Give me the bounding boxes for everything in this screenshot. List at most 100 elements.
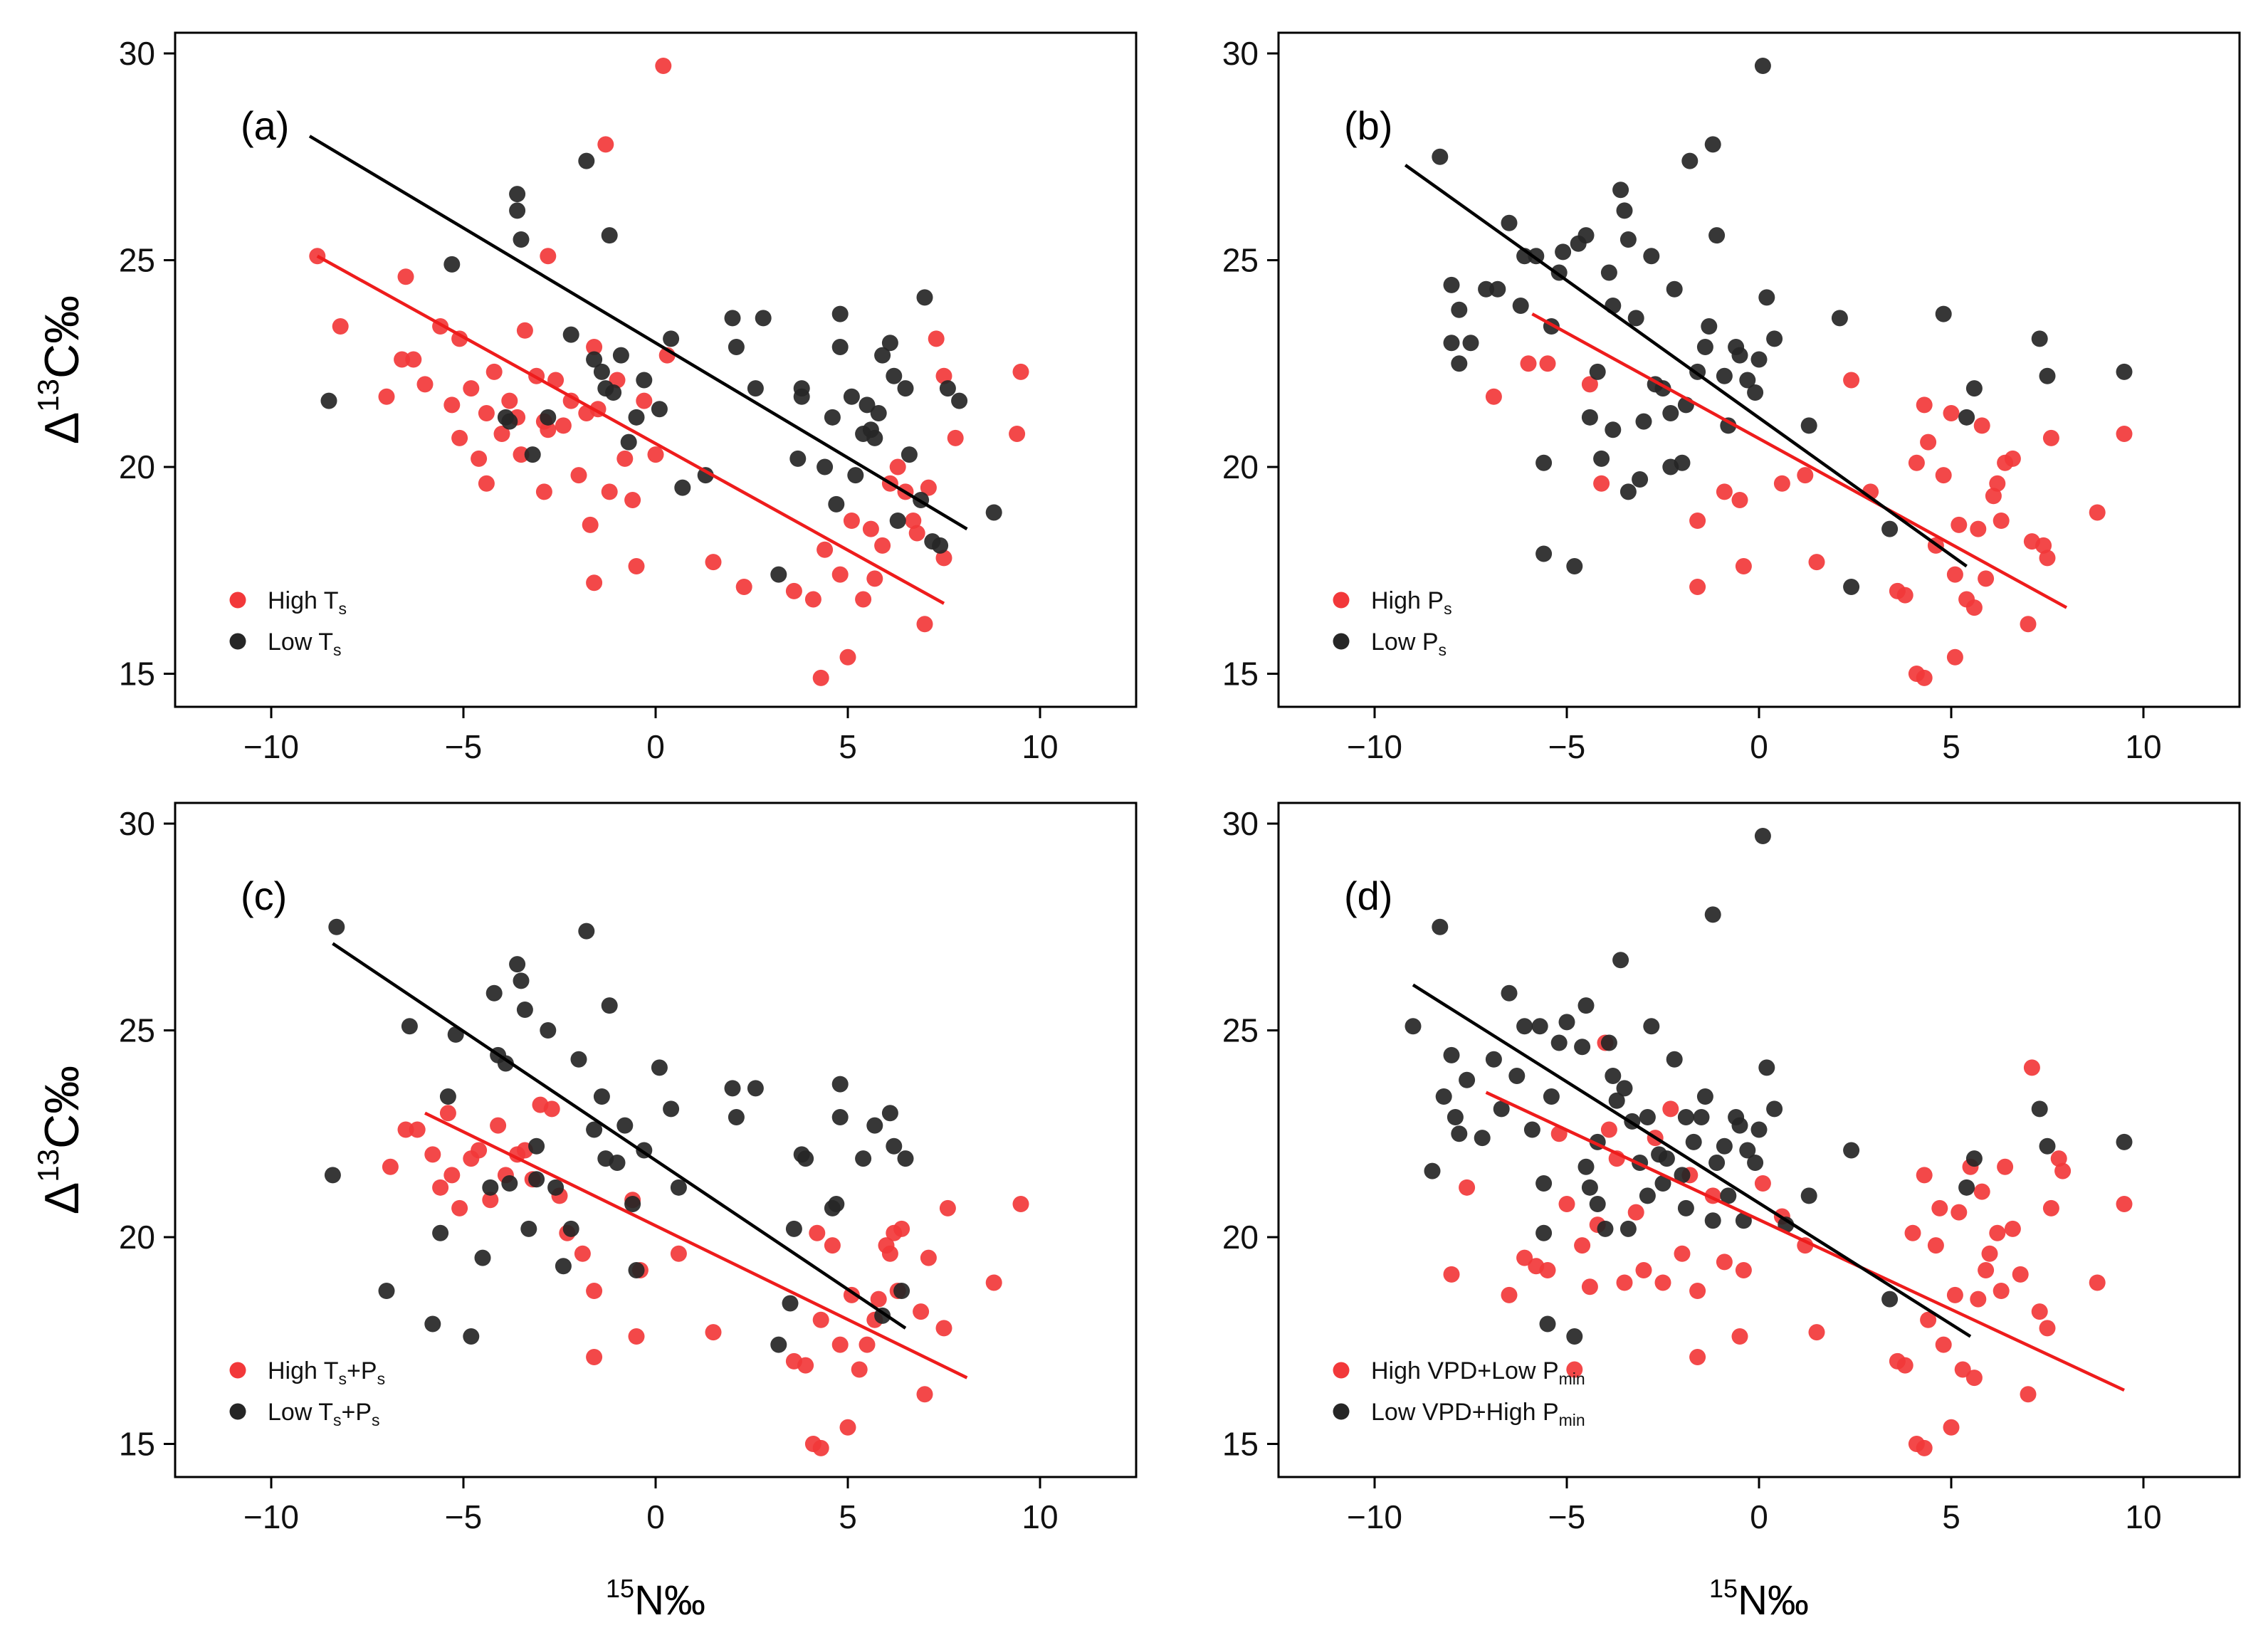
data-point <box>1946 1286 1963 1303</box>
data-point <box>1674 1167 1691 1184</box>
x-axis-label: 15N‰ <box>606 1574 705 1624</box>
data-point <box>812 1439 829 1456</box>
data-point <box>601 997 618 1014</box>
data-point <box>1896 587 1913 604</box>
x-tick-label: 0 <box>646 728 665 765</box>
data-point <box>1750 1121 1768 1138</box>
data-point <box>1989 475 2006 492</box>
panel-label: (c) <box>241 873 287 918</box>
data-point <box>1797 467 1814 484</box>
data-point <box>593 1088 610 1105</box>
y-axis-label: Δ13C‰ <box>31 1066 89 1214</box>
data-point <box>1993 513 2010 530</box>
data-point <box>432 1179 449 1196</box>
data-point <box>747 380 764 397</box>
data-point <box>463 380 480 397</box>
data-point <box>2116 1196 2133 1213</box>
data-point <box>847 467 864 484</box>
data-point <box>1716 1254 1733 1271</box>
data-point <box>1808 1324 1825 1341</box>
data-point <box>797 1357 814 1374</box>
data-point <box>1489 280 1506 298</box>
data-point <box>1577 227 1595 244</box>
data-point <box>424 1146 441 1163</box>
fit-line-red <box>316 254 945 605</box>
data-point <box>1978 1262 1995 1279</box>
data-point <box>1674 1245 1691 1262</box>
data-point <box>828 1196 845 1213</box>
data-point <box>497 1055 514 1072</box>
data-point <box>1012 1196 1029 1213</box>
data-point <box>1735 1262 1752 1279</box>
data-point <box>1589 363 1606 380</box>
data-point <box>1904 1224 1921 1241</box>
data-point <box>1639 1109 1656 1126</box>
data-point <box>509 202 526 219</box>
data-point <box>1750 351 1768 368</box>
data-point <box>785 582 802 599</box>
data-point <box>1566 1328 1583 1345</box>
data-point <box>1662 1100 1679 1118</box>
data-point <box>1654 1175 1671 1192</box>
fit-line-red <box>1485 1090 2125 1392</box>
data-point <box>1720 1187 1737 1204</box>
data-point <box>2031 1100 2048 1118</box>
legend-marker-red <box>1333 1362 1350 1379</box>
data-point <box>1574 1039 1591 1056</box>
data-point <box>1508 1067 1526 1084</box>
data-point <box>809 1224 826 1241</box>
data-point <box>1558 1196 1575 1213</box>
x-tick-label: 10 <box>2125 1498 2161 1535</box>
data-point <box>636 372 653 389</box>
data-point <box>1432 918 1449 935</box>
data-point <box>824 1237 841 1254</box>
y-axis-label: Δ13C‰ <box>31 295 89 444</box>
data-point <box>2039 550 2056 567</box>
data-point <box>540 409 557 426</box>
data-point <box>1639 1187 1656 1204</box>
data-point <box>747 1080 764 1097</box>
data-point <box>451 330 468 347</box>
data-point <box>1612 952 1629 969</box>
data-point <box>1597 1220 1614 1237</box>
data-point <box>562 1220 579 1237</box>
data-point <box>1881 520 1899 537</box>
data-point <box>474 1249 491 1266</box>
data-point <box>1808 554 1825 571</box>
data-point <box>1531 1018 1548 1035</box>
data-point <box>1643 248 1660 265</box>
data-point <box>2020 616 2037 633</box>
data-point <box>705 554 722 571</box>
data-point <box>1935 305 1952 322</box>
data-point <box>582 516 599 533</box>
data-point <box>2054 1162 2072 1179</box>
data-point <box>755 310 772 327</box>
data-point <box>812 1311 829 1328</box>
series-red <box>1485 355 2133 686</box>
data-point <box>647 446 664 463</box>
y-tick-label: 30 <box>1222 805 1259 842</box>
data-point <box>831 1336 849 1353</box>
data-point <box>1600 1121 1617 1138</box>
data-point <box>866 570 883 587</box>
y-tick-label: 15 <box>119 1426 155 1463</box>
panel-label: (a) <box>241 103 289 148</box>
data-point <box>1916 1167 1933 1184</box>
data-point <box>601 227 618 244</box>
data-point <box>1539 1262 1556 1279</box>
data-point <box>1459 1179 1476 1196</box>
fit-line-black <box>308 135 968 531</box>
data-point <box>516 322 533 339</box>
data-point <box>485 363 503 380</box>
y-tick-label: 20 <box>119 1219 155 1256</box>
data-point <box>1574 1237 1591 1254</box>
data-point <box>2004 450 2021 467</box>
data-point <box>1951 1204 1968 1221</box>
y-tick-label: 30 <box>119 35 155 72</box>
data-point <box>471 1142 488 1159</box>
data-point <box>2089 1274 2106 1291</box>
data-point <box>397 1121 414 1138</box>
data-point <box>1739 372 1756 389</box>
data-point <box>655 57 672 74</box>
data-point <box>1681 152 1699 169</box>
